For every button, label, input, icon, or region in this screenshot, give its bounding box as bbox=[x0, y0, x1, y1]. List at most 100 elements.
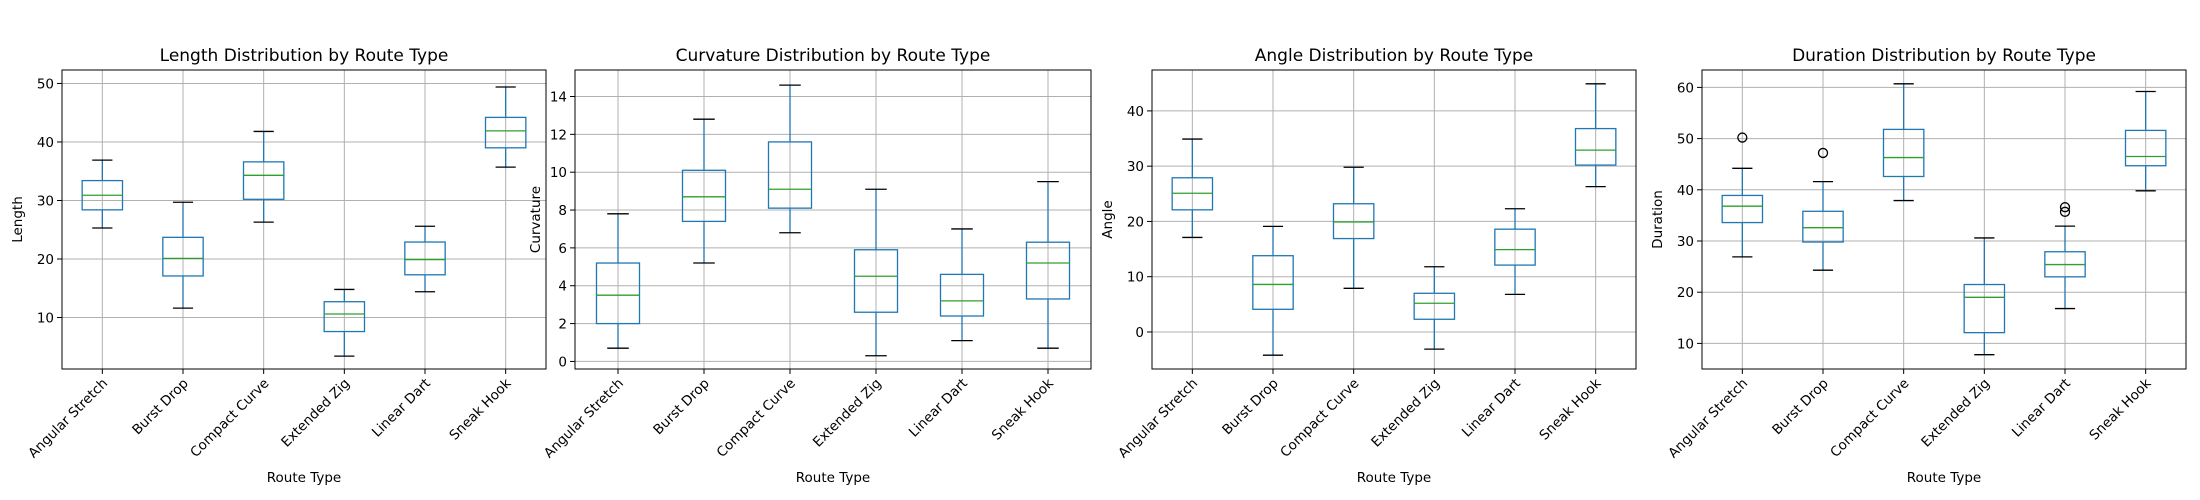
x-tick-label: Burst Drop bbox=[1219, 376, 1282, 439]
chart-panel-3: 0 10 20 30 40 Angular Stretch Burst DropCompac… bbox=[1100, 46, 1637, 486]
chart-title: Duration Distribution by Route Type bbox=[1792, 46, 2096, 66]
box-iqr bbox=[681, 169, 727, 223]
box-iqr bbox=[1413, 292, 1456, 320]
box-iqr bbox=[1332, 203, 1375, 240]
box-5 bbox=[1494, 208, 1536, 296]
x-tick-label: Angular Stretch bbox=[1665, 376, 1751, 462]
box-3 bbox=[767, 84, 813, 234]
x-tick-label: Linear Dart bbox=[2009, 376, 2074, 441]
box-iqr bbox=[1963, 283, 2006, 334]
chart-title: Angle Distribution by Route Type bbox=[1255, 46, 1533, 66]
y-tick-label: 6 bbox=[558, 241, 567, 257]
y-tick-label: 8 bbox=[558, 203, 567, 219]
box-6 bbox=[1025, 181, 1071, 349]
box-iqr bbox=[595, 262, 641, 325]
x-tick-label: Extended Zig bbox=[278, 376, 353, 451]
y-tick-label: 60 bbox=[1677, 80, 1694, 96]
x-tick-label: Angular Stretch bbox=[541, 376, 627, 462]
x-tick-label: Angular Stretch bbox=[1115, 376, 1201, 462]
x-axis-label: Route Type bbox=[267, 470, 342, 486]
x-tick-label: Compact Curve bbox=[1827, 376, 1912, 461]
box-6 bbox=[1574, 83, 1617, 188]
plot-frame bbox=[1151, 69, 1637, 370]
x-tick-label: Extended Zig bbox=[1918, 376, 1993, 451]
box-iqr bbox=[939, 273, 985, 317]
outlier-point bbox=[2059, 202, 2071, 213]
y-tick-label: 20 bbox=[1127, 214, 1144, 230]
box-iqr bbox=[1574, 127, 1617, 166]
y-tick-label: 14 bbox=[550, 89, 567, 105]
box-iqr bbox=[484, 116, 527, 149]
x-tick-label: Sneak Hook bbox=[989, 375, 1057, 443]
box-5 bbox=[2044, 202, 2086, 310]
y-tick-label: 0 bbox=[1135, 325, 1144, 341]
box-4 bbox=[1963, 237, 2006, 356]
chart-title: Curvature Distribution by Route Type bbox=[676, 46, 991, 66]
plot-frame bbox=[61, 69, 547, 370]
outlier-point bbox=[1737, 132, 1748, 143]
y-axis-label: Duration bbox=[1650, 190, 1666, 249]
outlier-point bbox=[2059, 206, 2071, 217]
x-tick-label: Burst Drop bbox=[650, 376, 713, 439]
chart-panel-2: 0 2 4 6 8 10 12 14 Angular Stretch Burst Drop Comp… bbox=[528, 46, 1092, 486]
x-tick-label: Compact Curve bbox=[187, 376, 272, 461]
box-iqr bbox=[1025, 241, 1071, 300]
box-2 bbox=[162, 201, 204, 309]
x-tick-label: Compact Curve bbox=[714, 376, 799, 461]
y-tick-label: 4 bbox=[558, 279, 567, 295]
plot-frame bbox=[574, 69, 1092, 370]
x-tick-label: Burst Drop bbox=[129, 376, 192, 439]
box-5 bbox=[939, 228, 985, 342]
y-tick-label: 50 bbox=[1677, 132, 1694, 148]
box-1 bbox=[81, 159, 124, 229]
x-axis-label: Route Type bbox=[1357, 470, 1432, 486]
box-iqr bbox=[2124, 129, 2167, 167]
box-1 bbox=[595, 213, 641, 349]
box-iqr bbox=[853, 249, 899, 313]
y-tick-label: 2 bbox=[558, 317, 567, 333]
x-tick-label: Compact Curve bbox=[1277, 376, 1362, 461]
box-6 bbox=[2124, 90, 2167, 192]
y-tick-label: 30 bbox=[37, 193, 54, 209]
y-tick-label: 40 bbox=[1677, 183, 1694, 199]
box-iqr bbox=[162, 236, 204, 277]
y-tick-label: 50 bbox=[37, 76, 54, 92]
y-tick-label: 20 bbox=[37, 252, 54, 268]
y-axis-label: Length bbox=[10, 196, 26, 243]
y-tick-label: 30 bbox=[1127, 159, 1144, 175]
x-tick-label: Sneak Hook bbox=[2086, 375, 2154, 443]
box-iqr bbox=[404, 241, 446, 276]
x-tick-label: Burst Drop bbox=[1769, 376, 1832, 439]
box-iqr bbox=[323, 301, 366, 333]
box-1 bbox=[1171, 138, 1214, 239]
x-axis-label: Route Type bbox=[796, 470, 871, 486]
box-6 bbox=[484, 86, 527, 168]
x-tick-label: Angular Stretch bbox=[25, 376, 111, 462]
box-iqr bbox=[242, 161, 285, 200]
y-tick-label: 10 bbox=[1677, 336, 1694, 352]
x-tick-label: Sneak Hook bbox=[1536, 375, 1604, 443]
y-tick-label: 10 bbox=[37, 311, 54, 327]
y-axis-label: Curvature bbox=[528, 186, 544, 253]
x-tick-label: Extended Zig bbox=[810, 376, 885, 451]
x-tick-label: Sneak Hook bbox=[446, 375, 514, 443]
box-1 bbox=[1721, 132, 1764, 258]
x-tick-label: Linear Dart bbox=[1459, 376, 1524, 441]
box-5 bbox=[404, 225, 446, 293]
box-iqr bbox=[767, 141, 813, 209]
chart-title: Length Distribution by Route Type bbox=[160, 46, 449, 66]
box-2 bbox=[681, 118, 727, 264]
box-4 bbox=[853, 188, 899, 357]
x-tick-label: Linear Dart bbox=[906, 376, 971, 441]
box-iqr bbox=[1494, 228, 1536, 266]
y-tick-label: 10 bbox=[1127, 270, 1144, 286]
box-4 bbox=[323, 288, 366, 357]
box-2 bbox=[1252, 225, 1294, 356]
box-2 bbox=[1802, 147, 1844, 271]
y-tick-label: 20 bbox=[1677, 285, 1694, 301]
box-iqr bbox=[1721, 194, 1764, 224]
chart-panel-1: 10 20 30 40 50 Angular Stretch Burst DropCompa… bbox=[10, 46, 547, 486]
outlier-point bbox=[1817, 147, 1829, 159]
box-3 bbox=[1332, 166, 1375, 289]
